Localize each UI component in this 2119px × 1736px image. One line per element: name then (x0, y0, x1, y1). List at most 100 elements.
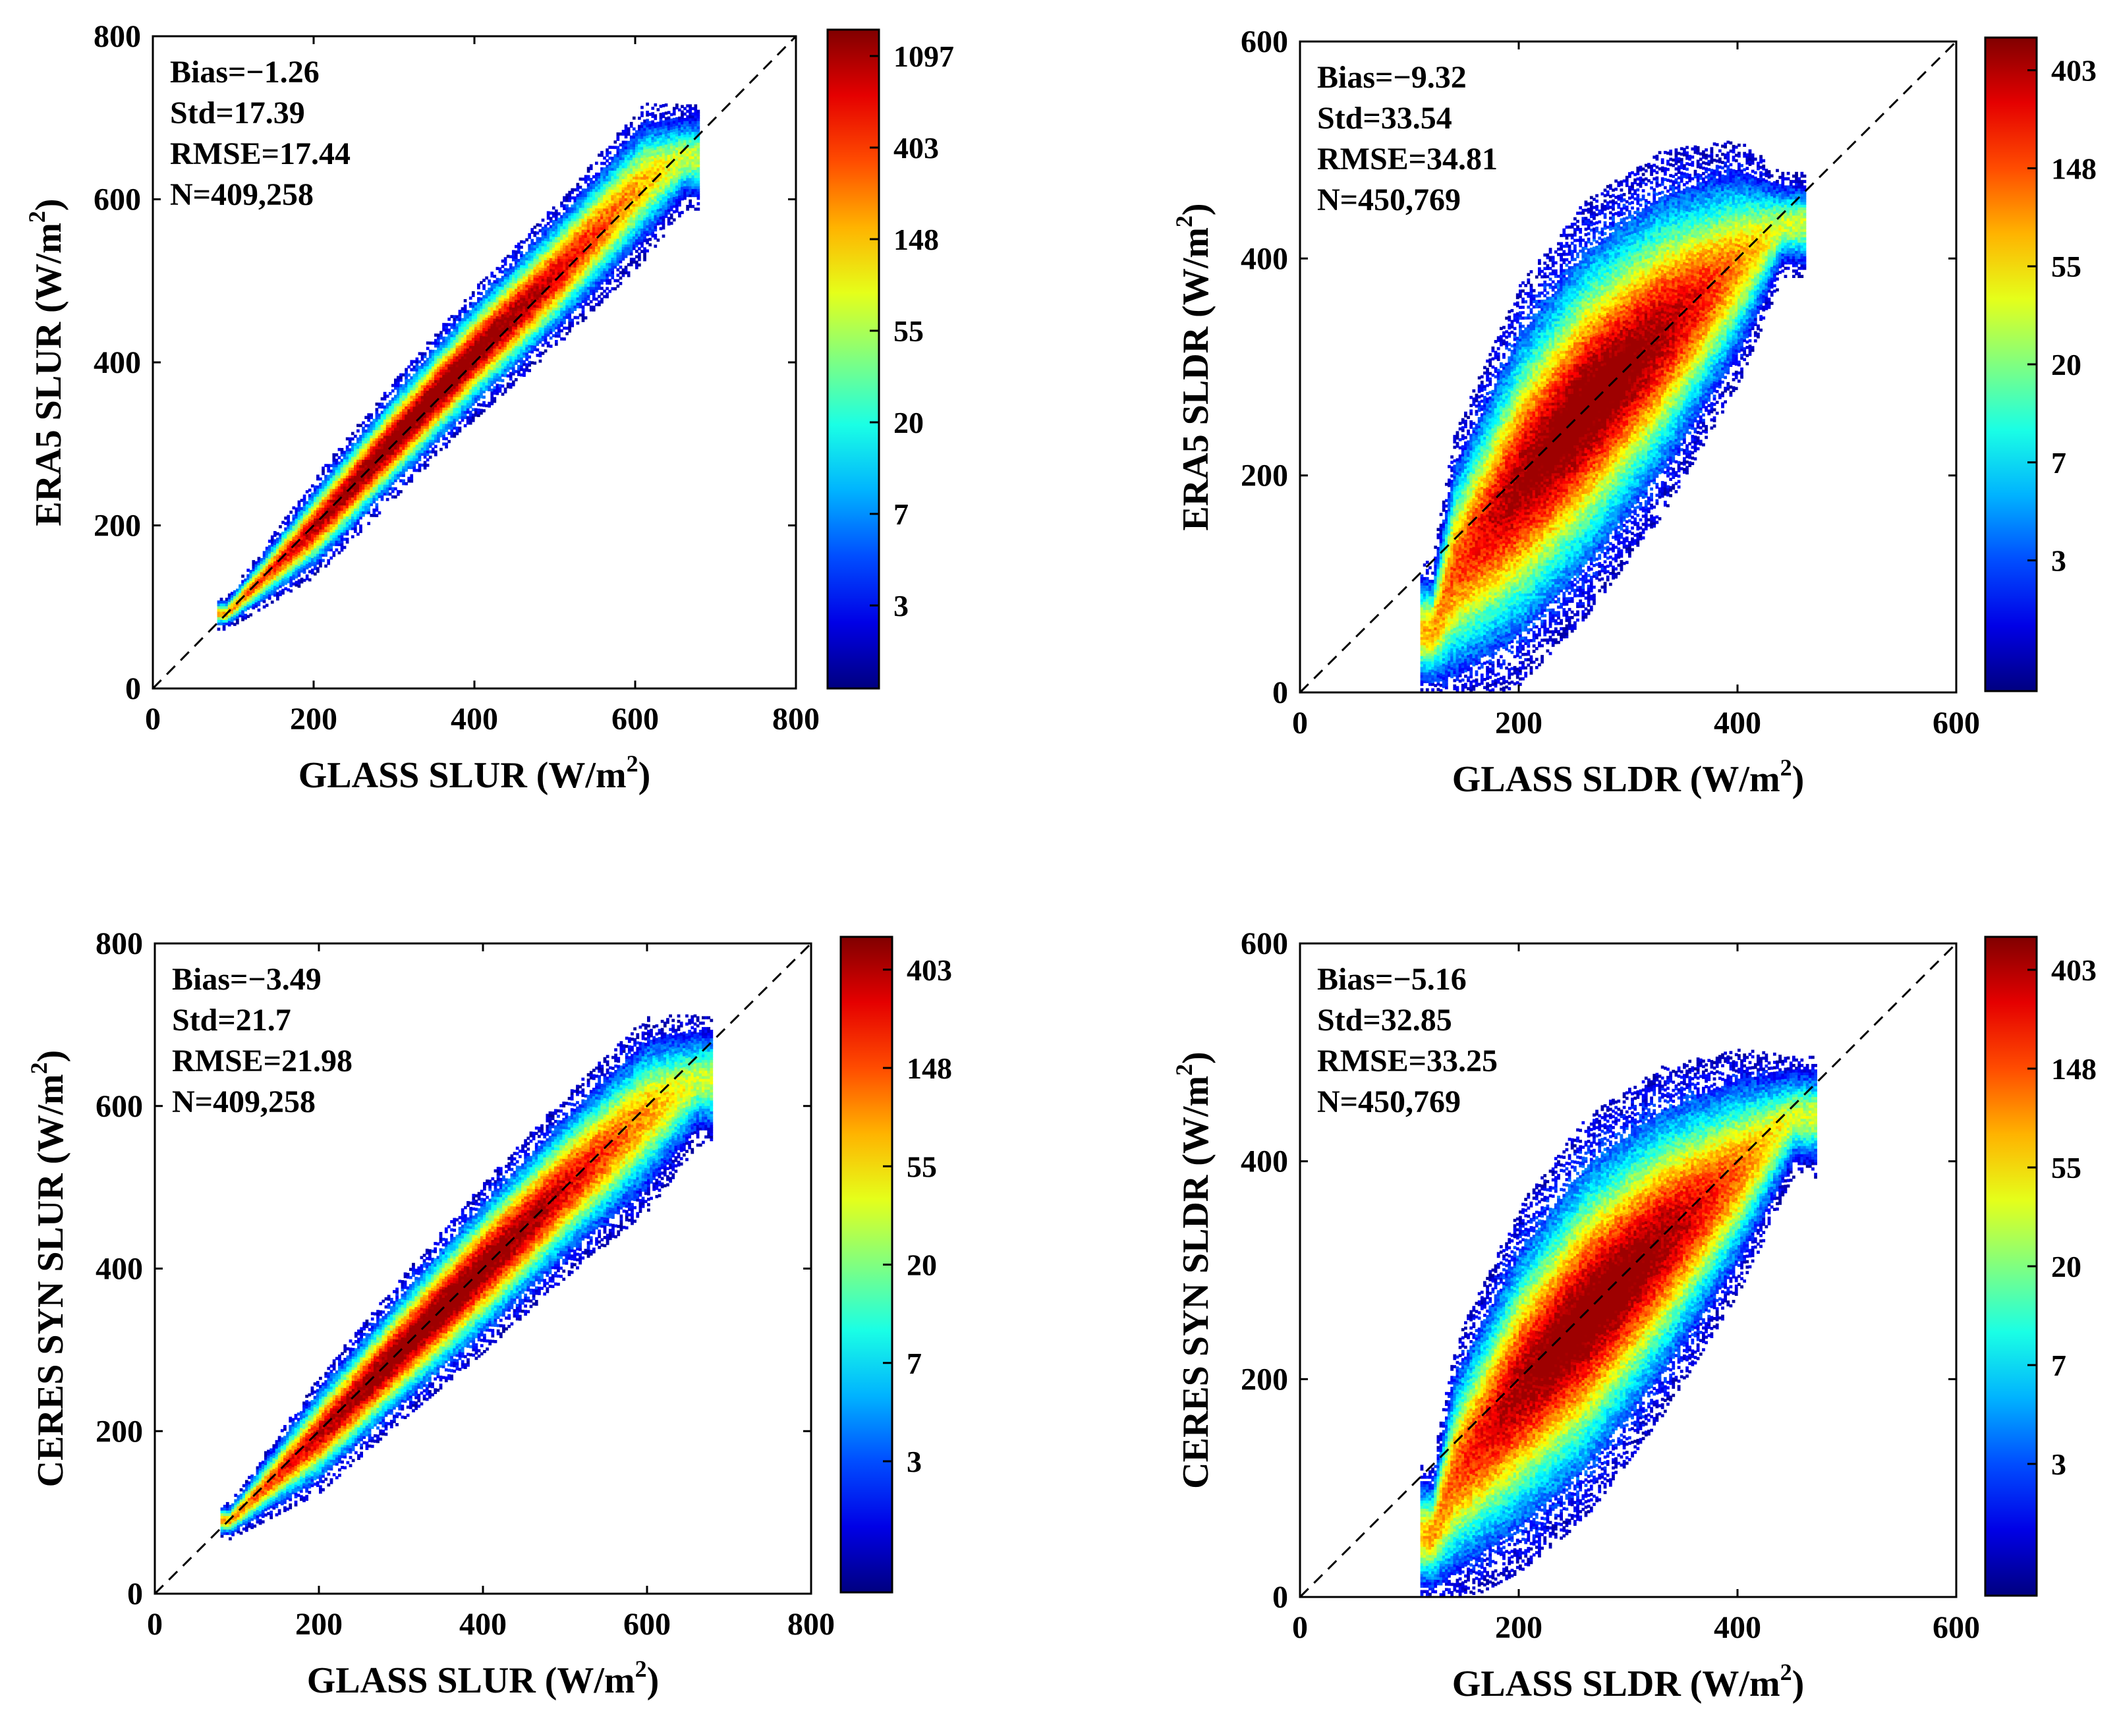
density-cell (297, 533, 301, 536)
density-cell (262, 556, 266, 560)
density-cell (324, 542, 327, 546)
density-cell (217, 600, 221, 604)
density-cell (284, 522, 287, 526)
density-cell (322, 553, 325, 557)
density-cell (316, 499, 320, 503)
density-cell (302, 559, 306, 563)
density-cell (302, 543, 306, 547)
density-cell (292, 547, 296, 551)
density-cell (324, 515, 327, 519)
density-cell (236, 596, 239, 600)
density-cell (310, 563, 314, 567)
density-cell (335, 524, 339, 528)
density-cell (281, 547, 285, 551)
density-cell (268, 545, 271, 549)
density-cell (281, 572, 285, 576)
density-cell (308, 578, 312, 582)
density-cell (279, 569, 282, 572)
density-cell (327, 502, 330, 505)
density-cell (316, 501, 320, 505)
density-cell (314, 556, 317, 559)
density-cell (314, 567, 317, 571)
density-cell (217, 617, 221, 620)
density-cell (233, 617, 237, 621)
density-cell (308, 540, 312, 544)
density-cell (316, 567, 320, 571)
density-cell (302, 571, 306, 574)
density-cell (257, 608, 261, 612)
density-cell (246, 601, 250, 605)
density-cell (265, 603, 269, 607)
density-cell (273, 553, 277, 556)
density-cell (287, 572, 290, 575)
density-cell (310, 544, 314, 547)
density-cell (260, 561, 264, 564)
density-cell (265, 592, 269, 596)
density-cell (244, 613, 247, 617)
density-cell (322, 491, 325, 495)
density-cell (332, 515, 336, 519)
density-cell (327, 488, 330, 492)
density-cell (225, 600, 229, 604)
density-cell (273, 571, 277, 575)
density-cell (332, 553, 336, 557)
density-cell (329, 543, 333, 546)
density-cell (302, 505, 306, 509)
density-cell (246, 588, 250, 591)
density-cell (310, 533, 314, 537)
density-cell (289, 562, 293, 566)
density-cell (241, 607, 244, 611)
density-cell (279, 584, 282, 588)
density-cell (241, 580, 244, 584)
density-cell (329, 532, 333, 536)
density-cell (316, 496, 320, 500)
density-cell (268, 550, 271, 554)
density-cell (324, 480, 327, 484)
density-cell (332, 521, 336, 524)
density-cell (254, 585, 258, 589)
density-cell (314, 545, 317, 549)
density-cell (260, 571, 264, 575)
density-cell (281, 559, 285, 563)
density-cell (297, 549, 301, 553)
density-cell (302, 532, 306, 536)
density-cell (316, 553, 320, 557)
density-cell (300, 547, 304, 551)
density-cell (295, 580, 298, 584)
density-cell (268, 572, 271, 576)
density-cell (289, 578, 293, 582)
density-cell (257, 557, 261, 561)
density-cell (222, 617, 226, 620)
density-cell (292, 536, 296, 540)
density-cell (265, 590, 269, 594)
density-cell (302, 521, 306, 525)
density-cell (300, 567, 304, 571)
density-cell (249, 580, 253, 584)
density-cell (300, 531, 304, 535)
density-cell (287, 539, 290, 543)
density-cell (310, 541, 314, 545)
density-cell (273, 539, 277, 543)
density-cell (297, 551, 301, 555)
density-cell (322, 486, 325, 489)
density-cell (284, 578, 287, 582)
density-cell (305, 501, 309, 505)
density-cell (327, 474, 330, 478)
density-cloud (217, 102, 700, 631)
density-cell (265, 546, 269, 550)
density-cell (270, 551, 274, 555)
density-cell (332, 540, 336, 544)
density-cell (337, 543, 341, 547)
density-cell (260, 585, 264, 588)
density-cell (236, 605, 239, 608)
density-cell (233, 623, 237, 627)
density-cell (222, 619, 226, 623)
density-cell (300, 528, 304, 532)
density-cell (327, 491, 330, 495)
density-cell (335, 478, 339, 481)
density-cell (241, 590, 244, 594)
density-cell (292, 561, 296, 564)
density-cell (308, 534, 312, 538)
density-cell (287, 563, 290, 567)
